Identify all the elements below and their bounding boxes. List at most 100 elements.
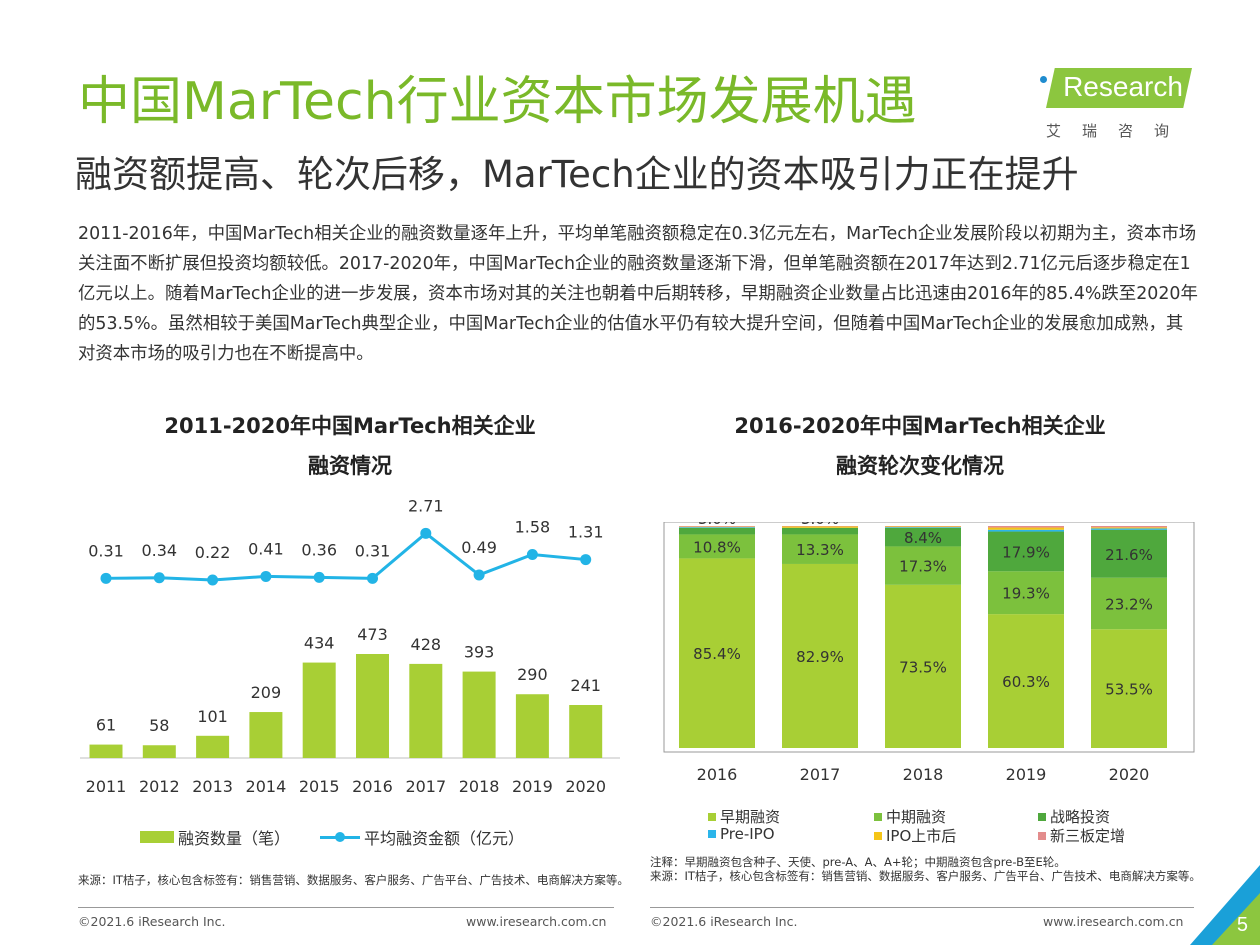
chart1-x-tick-2013: 2013 xyxy=(192,777,233,796)
chart2-seg-2019-4 xyxy=(988,527,1064,530)
legend-early: 早期融资 xyxy=(708,806,780,827)
chart1-line-label-2020: 1.31 xyxy=(568,523,604,542)
chart2-seg-2019-5 xyxy=(988,526,1064,528)
chart1-line-label-2012: 0.34 xyxy=(141,541,177,560)
chart1-line-point-2016 xyxy=(367,572,378,584)
chart2-seg-2016-0 xyxy=(679,558,755,748)
legend-preipo: Pre-IPO xyxy=(708,825,775,843)
chart1-legend: 融资数量（笔） 平均融资金额（亿元） xyxy=(140,825,524,849)
chart2-svg: 85.4% 10.8% 3.0% 2016 82.9% 13.3% 3.0% 2017 73.5… xyxy=(663,522,1195,784)
legend-mid: 中期融资 xyxy=(874,806,946,827)
chart2-label-2016-2: 3.0% xyxy=(698,522,736,528)
logo-dot-icon xyxy=(1040,76,1047,83)
footer-copyright-right: ©2021.6 iResearch Inc. xyxy=(650,914,798,929)
chart1-line-point-2020 xyxy=(580,554,592,566)
chart1-line-point-2013 xyxy=(207,574,219,586)
legend-neeq: 新三板定增 xyxy=(1038,825,1125,846)
chart2-seg-2018-1 xyxy=(885,546,961,585)
chart1-bar-label-2020: 241 xyxy=(570,676,601,695)
chart2-seg-2016-1 xyxy=(679,534,755,559)
chart1-svg: 61 2011 58 2012 101 2013 209 2014 434 2015 473 2016… xyxy=(80,496,620,796)
chart1-source: 来源：IT桔子，核心包含标签有：销售营销、数据服务、客户服务、广告平台、广告技术… xyxy=(78,873,629,887)
chart2-x-tick-2017: 2017 xyxy=(800,765,841,784)
chart1-line-point-2019 xyxy=(526,549,538,560)
chart1-bar-label-2019: 290 xyxy=(517,665,548,684)
chart1-bar-label-2014: 209 xyxy=(251,683,282,702)
footer-rule-left xyxy=(78,907,614,908)
chart2-seg-2020-0 xyxy=(1091,629,1167,748)
logo-text: Research xyxy=(1063,71,1183,102)
chart2-seg-2017-4 xyxy=(782,526,858,528)
chart1-bar-2012 xyxy=(142,745,176,758)
footer-url-left[interactable]: www.iresearch.com.cn xyxy=(466,914,607,929)
chart1-line-point-2011 xyxy=(100,572,112,584)
chart2-x-tick-2020: 2020 xyxy=(1109,765,1150,784)
chart1-line-label-2014: 0.41 xyxy=(248,539,284,558)
chart2-seg-2017-1 xyxy=(782,534,858,564)
chart2-x-tick-2016: 2016 xyxy=(697,765,738,784)
chart1-line-point-2012 xyxy=(153,572,165,584)
chart2-label-2018-1: 17.3% xyxy=(899,558,947,576)
chart2-seg-2020-5 xyxy=(1091,526,1167,528)
chart1-x-tick-2016: 2016 xyxy=(352,777,393,796)
chart1-x-tick-2018: 2018 xyxy=(459,777,500,796)
chart1-line-point-2015 xyxy=(313,571,325,583)
chart2-title-line1: 2016-2020年中国MarTech相关企业 xyxy=(734,414,1106,438)
chart1-line-point-2014 xyxy=(260,570,272,582)
chart2-label-2020-0: 53.5% xyxy=(1105,681,1153,699)
chart1-line-label-2011: 0.31 xyxy=(88,541,124,560)
chart1-line-point-2017 xyxy=(420,527,432,539)
chart2-seg-2019-1 xyxy=(988,571,1064,615)
chart2-label-2020-1: 23.2% xyxy=(1105,595,1153,613)
legend-line-swatch xyxy=(320,831,361,843)
chart1-bar-2013 xyxy=(196,735,230,758)
chart2-label-2016-0: 85.4% xyxy=(693,645,741,663)
legend-bar-swatch xyxy=(140,831,174,843)
chart1-bar-label-2015: 434 xyxy=(304,634,335,653)
chart1-bar-2020 xyxy=(569,705,603,758)
chart1-title-line2: 融资情况 xyxy=(308,454,392,478)
chart2-label-2016-1: 10.8% xyxy=(693,538,741,556)
chart1-bar-2016 xyxy=(356,654,389,758)
chart2-label-2018-0: 73.5% xyxy=(899,658,947,676)
chart2-label-2017-2: 3.0% xyxy=(801,522,839,528)
page-corner-decoration xyxy=(1190,865,1260,945)
legend-line-label: 平均融资金额（亿元） xyxy=(364,829,525,848)
chart2-x-tick-2019: 2019 xyxy=(1006,765,1047,784)
legend-bar-label: 融资数量（笔） xyxy=(178,829,291,848)
chart2-seg-2016-2 xyxy=(679,527,755,535)
chart1-title-line1: 2011-2020年中国MarTech相关企业 xyxy=(164,414,536,438)
chart1-line-label-2015: 0.36 xyxy=(301,540,337,559)
chart2-note: 注释：早期融资包含种子、天使、pre-A、A、A+轮；中期融资包含pre-B至E… xyxy=(650,855,1066,869)
chart1-x-tick-2020: 2020 xyxy=(565,777,606,796)
page-number: 5 xyxy=(1236,914,1248,936)
chart2-seg-2018-3 xyxy=(885,527,961,528)
chart1-line-label-2017: 2.71 xyxy=(408,496,444,515)
chart1-line-label-2016: 0.31 xyxy=(355,541,391,560)
chart2-label-2017-0: 82.9% xyxy=(796,648,844,666)
chart1-x-tick-2011: 2011 xyxy=(86,777,127,796)
chart1-bar-label-2011: 61 xyxy=(96,716,116,735)
chart1-bar-label-2012: 58 xyxy=(149,716,169,735)
chart1-bar-2018 xyxy=(462,671,496,758)
chart1-line-label-2019: 1.58 xyxy=(515,518,551,537)
legend-postipo: IPO上市后 xyxy=(874,825,956,846)
footer-rule-right xyxy=(650,907,1194,908)
chart2-seg-2017-0 xyxy=(782,563,858,748)
chart2-seg-2020-1 xyxy=(1091,577,1167,630)
footer-url-right[interactable]: www.iresearch.com.cn xyxy=(1043,914,1184,929)
chart1-line-label-2018: 0.49 xyxy=(461,538,497,557)
chart2-seg-2017-2 xyxy=(782,527,858,535)
chart1-bar-2015 xyxy=(302,662,336,758)
chart2-seg-2020-4 xyxy=(1091,527,1167,529)
chart1-bar-label-2018: 393 xyxy=(464,643,495,662)
chart2-label-2019-2: 17.9% xyxy=(1002,543,1050,561)
logo-cn-text: 艾瑞咨询 xyxy=(1046,122,1191,140)
chart1-bar-2019 xyxy=(515,694,549,758)
chart2-label-2019-1: 19.3% xyxy=(1002,585,1050,603)
chart2-seg-2018-0 xyxy=(885,584,961,748)
chart1-x-tick-2015: 2015 xyxy=(299,777,340,796)
chart1-bar-label-2016: 473 xyxy=(357,625,388,644)
footer-copyright-left: ©2021.6 iResearch Inc. xyxy=(78,914,226,929)
chart2-label-2017-1: 13.3% xyxy=(796,541,844,559)
